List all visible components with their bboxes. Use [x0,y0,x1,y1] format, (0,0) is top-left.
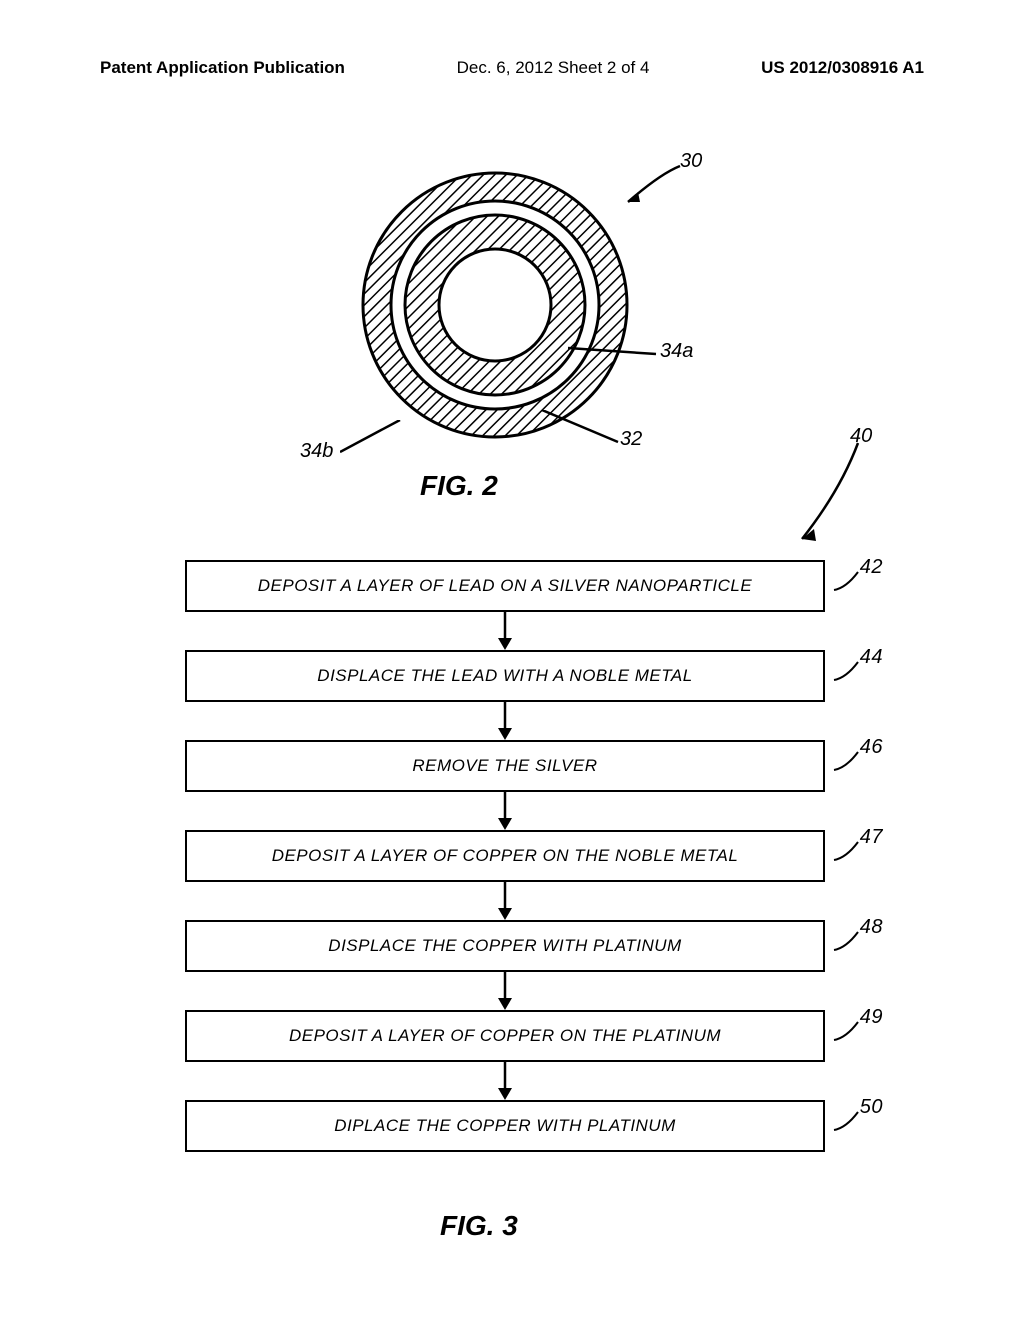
flow-ref-44: 44 [860,646,883,669]
flow-ref-47: 47 [860,826,883,849]
ref-32: 32 [620,428,642,451]
leader-curve-icon [832,840,862,864]
flow-step-text: DEPOSIT A LAYER OF COPPER ON THE NOBLE M… [272,846,739,866]
flow-ref-text: 49 [860,1006,883,1028]
leader-curve-icon [832,660,862,684]
flow-ref-text: 42 [860,556,883,578]
leader-curve-icon [832,1110,862,1134]
down-arrow-icon [495,792,515,830]
ref-34a: 34a [660,340,693,363]
flow-step-42: DEPOSIT A LAYER OF LEAD ON A SILVER NANO… [185,560,825,612]
header-left: Patent Application Publication [100,58,345,78]
flow-ref-46: 46 [860,736,883,759]
header-center: Dec. 6, 2012 Sheet 2 of 4 [457,58,650,78]
fig3-caption: FIG. 3 [440,1210,518,1242]
ref-40: 40 [850,425,872,448]
flow-step-49: DEPOSIT A LAYER OF COPPER ON THE PLATINU… [185,1010,825,1062]
down-arrow-icon [495,1062,515,1100]
flow-step-text: DISPLACE THE LEAD WITH A NOBLE METAL [317,666,692,686]
leader-line-icon [620,164,690,214]
flow-ref-text: 48 [860,916,883,938]
flow-ref-42: 42 [860,556,883,579]
flow-step-text: REMOVE THE SILVER [412,756,597,776]
flow-ref-text: 50 [860,1096,883,1118]
ref-34b: 34b [300,440,333,463]
flow-arrow [185,702,825,740]
fig2-caption: FIG. 2 [420,470,498,502]
leader-curve-icon [832,750,862,774]
flow-ref-text: 44 [860,646,883,668]
ref-30: 30 [680,150,702,173]
down-arrow-icon [495,882,515,920]
leader-line-icon [568,346,658,366]
flow-step-text: DIPLACE THE COPPER WITH PLATINUM [334,1116,676,1136]
leader-curve-icon [832,1020,862,1044]
leader-curve-icon [832,570,862,594]
flow-ref-49: 49 [860,1006,883,1029]
flow-arrow [185,882,825,920]
header-right: US 2012/0308916 A1 [761,58,924,78]
flow-step-text: DISPLACE THE COPPER WITH PLATINUM [328,936,681,956]
ref-32-text: 32 [620,428,642,450]
leader-curve-icon [832,930,862,954]
flow-step-47: DEPOSIT A LAYER OF COPPER ON THE NOBLE M… [185,830,825,882]
flow-step-50: DIPLACE THE COPPER WITH PLATINUM 50 [185,1100,825,1152]
flow-arrow [185,612,825,650]
figure-2: 30 34a 32 34b FIG. 2 40 [0,150,1024,550]
flowchart: DEPOSIT A LAYER OF LEAD ON A SILVER NANO… [185,560,825,1152]
down-arrow-icon [495,972,515,1010]
flow-ref-text: 47 [860,826,883,848]
down-arrow-icon [495,612,515,650]
flow-ref-48: 48 [860,916,883,939]
leader-line-icon [340,420,410,460]
flow-arrow [185,1062,825,1100]
flow-ref-50: 50 [860,1096,883,1119]
flow-ref-text: 46 [860,736,883,758]
leader-line-icon [790,441,870,551]
flow-step-text: DEPOSIT A LAYER OF COPPER ON THE PLATINU… [289,1026,721,1046]
flow-step-46: REMOVE THE SILVER 46 [185,740,825,792]
down-arrow-icon [495,702,515,740]
ref-34b-text: 34b [300,440,333,462]
flow-step-text: DEPOSIT A LAYER OF LEAD ON A SILVER NANO… [258,576,752,596]
page-header: Patent Application Publication Dec. 6, 2… [0,58,1024,78]
figure-3: DEPOSIT A LAYER OF LEAD ON A SILVER NANO… [0,560,1024,1260]
leader-line-icon [542,410,622,450]
flow-step-44: DISPLACE THE LEAD WITH A NOBLE METAL 44 [185,650,825,702]
ref-34a-text: 34a [660,340,693,362]
flow-arrow [185,972,825,1010]
flow-step-48: DISPLACE THE COPPER WITH PLATINUM 48 [185,920,825,972]
flow-arrow [185,792,825,830]
